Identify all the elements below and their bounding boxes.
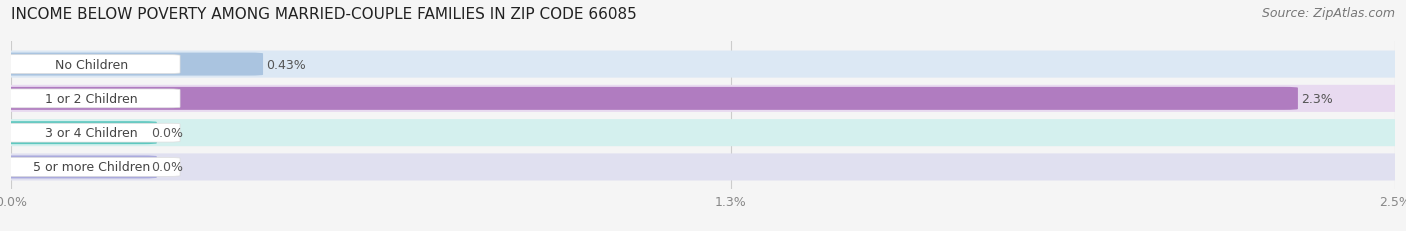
FancyBboxPatch shape <box>0 51 1406 78</box>
Text: Source: ZipAtlas.com: Source: ZipAtlas.com <box>1261 7 1395 20</box>
Text: 0.43%: 0.43% <box>266 58 305 71</box>
FancyBboxPatch shape <box>3 124 180 143</box>
Text: 0.0%: 0.0% <box>150 161 183 174</box>
FancyBboxPatch shape <box>3 55 180 74</box>
FancyBboxPatch shape <box>0 120 1406 147</box>
FancyBboxPatch shape <box>0 85 1406 112</box>
FancyBboxPatch shape <box>0 154 1406 181</box>
Text: 3 or 4 Children: 3 or 4 Children <box>45 127 138 140</box>
Text: 5 or more Children: 5 or more Children <box>32 161 150 174</box>
Text: INCOME BELOW POVERTY AMONG MARRIED-COUPLE FAMILIES IN ZIP CODE 66085: INCOME BELOW POVERTY AMONG MARRIED-COUPL… <box>11 7 637 22</box>
FancyBboxPatch shape <box>0 88 1298 110</box>
Text: 2.3%: 2.3% <box>1301 92 1333 105</box>
FancyBboxPatch shape <box>3 158 180 176</box>
FancyBboxPatch shape <box>0 156 157 179</box>
Text: 1 or 2 Children: 1 or 2 Children <box>45 92 138 105</box>
FancyBboxPatch shape <box>3 90 180 108</box>
Text: No Children: No Children <box>55 58 128 71</box>
Text: 0.0%: 0.0% <box>150 127 183 140</box>
FancyBboxPatch shape <box>0 122 157 145</box>
FancyBboxPatch shape <box>0 53 263 76</box>
